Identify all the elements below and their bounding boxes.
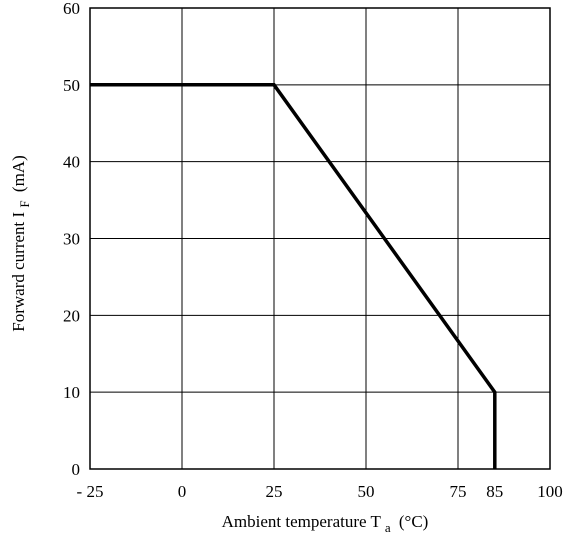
y-axis-label: Forward current I F (mA) [9,155,33,331]
x-tick-label: - 25 [77,482,104,501]
y-tick-label: 40 [63,153,80,172]
x-tick-label: 85 [486,482,503,501]
y-axis-label-main: Forward current I [9,211,28,331]
y-axis-label-unit: (mA) [9,155,28,192]
x-tick-labels: - 25 0 25 50 75 85 100 [77,482,563,501]
x-tick-label: 75 [450,482,467,501]
y-tick-labels: 0 10 20 30 40 50 60 [63,0,80,479]
y-tick-label: 20 [63,306,80,325]
x-tick-label: 0 [178,482,187,501]
x-tick-label: 25 [266,482,283,501]
x-axis-label-main: Ambient temperature T [222,512,382,531]
derating-curve-line [90,83,497,469]
x-axis-label: Ambient temperature T a (°C) [222,512,429,535]
y-tick-label: 0 [72,460,81,479]
y-tick-label: 50 [63,76,80,95]
x-tick-label: 100 [537,482,563,501]
y-tick-label: 10 [63,383,80,402]
y-tick-label: 30 [63,230,80,249]
x-tick-label: 50 [358,482,375,501]
x-axis-label-subscript: a [385,520,391,535]
y-axis-label-subscript: F [17,200,32,207]
grid [89,7,551,470]
x-axis-label-unit: (°C) [399,512,428,531]
plot-frame [89,7,551,470]
y-tick-label: 60 [63,0,80,18]
